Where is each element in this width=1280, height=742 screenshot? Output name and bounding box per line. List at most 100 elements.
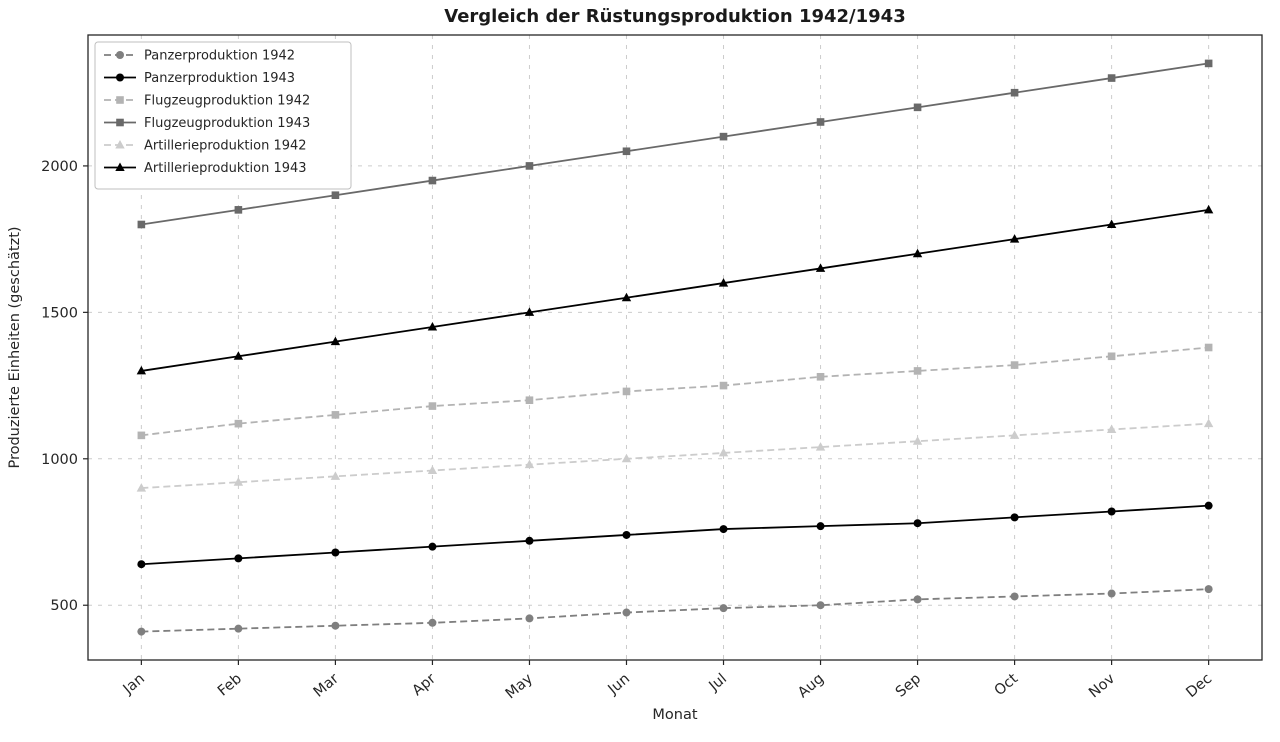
y-axis-label: Produzierte Einheiten (geschätzt) xyxy=(7,226,23,469)
series-line xyxy=(141,504,1209,566)
legend: Panzerproduktion 1942 Panzerproduktion 19… xyxy=(94,41,352,190)
legend-item-artillerieproduktion-1942: Artillerieproduktion 1942 xyxy=(104,139,307,154)
marker-triangle xyxy=(912,436,923,445)
marker-circle xyxy=(331,548,340,557)
marker-square xyxy=(428,176,437,185)
marker-circle xyxy=(622,608,631,617)
marker-square xyxy=(816,118,825,126)
marker-triangle xyxy=(815,442,826,451)
legend-label: Panzerproduktion 1942 xyxy=(144,49,295,64)
x-tick-label: May xyxy=(503,671,537,703)
marker-circle xyxy=(816,522,825,531)
legend-item-panzerproduktion-1943: Panzerproduktion 1943 xyxy=(104,71,295,86)
series-flugzeugproduktion-1942 xyxy=(137,343,1213,440)
marker-square xyxy=(1107,74,1116,82)
legend-label: Flugzeugproduktion 1943 xyxy=(144,116,310,131)
y-tick-label: 1500 xyxy=(41,305,78,321)
marker-circle xyxy=(525,536,534,545)
marker-square xyxy=(116,118,124,127)
y-tick-label: 1000 xyxy=(41,452,78,468)
marker-triangle xyxy=(1009,430,1020,439)
marker-square xyxy=(1107,352,1116,361)
marker-triangle xyxy=(233,351,244,360)
x-tick-label: Dec xyxy=(1183,671,1215,701)
marker-circle xyxy=(331,621,340,630)
x-tick-label: Sep xyxy=(893,671,924,701)
legend-label: Flugzeugproduktion 1942 xyxy=(144,94,310,109)
series-line xyxy=(141,346,1209,437)
marker-triangle xyxy=(1203,418,1214,428)
marker-square xyxy=(137,431,146,440)
marker-circle xyxy=(719,525,728,534)
marker-triangle xyxy=(621,292,632,302)
marker-triangle xyxy=(427,321,438,331)
series-artillerieproduktion-1942 xyxy=(136,418,1214,492)
marker-circle xyxy=(525,614,534,623)
x-tick-label: Oct xyxy=(992,671,1022,700)
marker-square xyxy=(234,419,243,428)
series-line xyxy=(141,422,1209,489)
marker-square xyxy=(719,381,728,390)
marker-square xyxy=(622,387,631,396)
chart-title: Vergleich der Rüstungsproduktion 1942/19… xyxy=(444,6,906,27)
x-axis-label: Monat xyxy=(652,707,698,723)
x-tick-label: Apr xyxy=(410,671,440,699)
marker-triangle xyxy=(912,248,923,258)
marker-square xyxy=(525,162,534,170)
marker-circle xyxy=(719,604,728,613)
x-tick-label: Jan xyxy=(120,671,148,698)
marker-square xyxy=(816,372,825,381)
x-tick-label: Feb xyxy=(215,671,245,700)
marker-square xyxy=(913,367,922,375)
marker-circle xyxy=(428,542,437,551)
marker-circle xyxy=(1107,589,1116,598)
series-line xyxy=(141,588,1209,633)
marker-triangle xyxy=(330,471,341,480)
marker-square xyxy=(331,191,340,200)
marker-circle xyxy=(1204,585,1213,594)
marker-circle xyxy=(234,554,243,563)
series-line xyxy=(141,62,1209,226)
marker-triangle xyxy=(718,278,729,287)
legend-item-artillerieproduktion-1943: Artillerieproduktion 1943 xyxy=(104,161,307,176)
legend-box xyxy=(94,41,352,190)
marker-square xyxy=(116,96,124,104)
axes-frame xyxy=(87,34,1263,661)
marker-triangle xyxy=(1009,234,1020,243)
marker-square xyxy=(234,206,243,214)
marker-circle xyxy=(116,73,124,82)
marker-square xyxy=(331,411,340,419)
marker-triangle xyxy=(136,483,147,492)
marker-triangle xyxy=(1106,219,1117,228)
marker-circle xyxy=(137,627,146,636)
marker-square xyxy=(719,132,728,141)
x-tick-label: Aug xyxy=(795,671,827,701)
x-tick-label: Jul xyxy=(706,671,730,695)
series-line xyxy=(141,208,1209,372)
x-tick-label: Jun xyxy=(605,671,633,698)
marker-circle xyxy=(137,560,146,569)
marker-square xyxy=(622,147,631,156)
y-tick-label: 500 xyxy=(50,598,78,614)
marker-square xyxy=(1010,361,1019,369)
marker-circle xyxy=(234,624,243,633)
marker-circle xyxy=(622,530,631,539)
series-panzerproduktion-1943 xyxy=(137,501,1213,569)
legend-label: Artillerieproduktion 1942 xyxy=(144,139,307,154)
marker-square xyxy=(1010,88,1019,97)
marker-circle xyxy=(913,519,922,528)
marker-circle xyxy=(116,51,124,59)
legend-label: Panzerproduktion 1943 xyxy=(144,71,295,86)
marker-triangle xyxy=(330,336,341,346)
legend-label: Artillerieproduktion 1943 xyxy=(144,161,307,176)
marker-square xyxy=(1204,343,1213,352)
marker-triangle xyxy=(815,263,826,272)
marker-square xyxy=(428,402,437,410)
marker-circle xyxy=(1107,507,1116,516)
marker-triangle xyxy=(136,365,147,375)
marker-circle xyxy=(1204,501,1213,510)
marker-triangle xyxy=(233,477,244,486)
series-panzerproduktion-1942 xyxy=(137,585,1213,636)
